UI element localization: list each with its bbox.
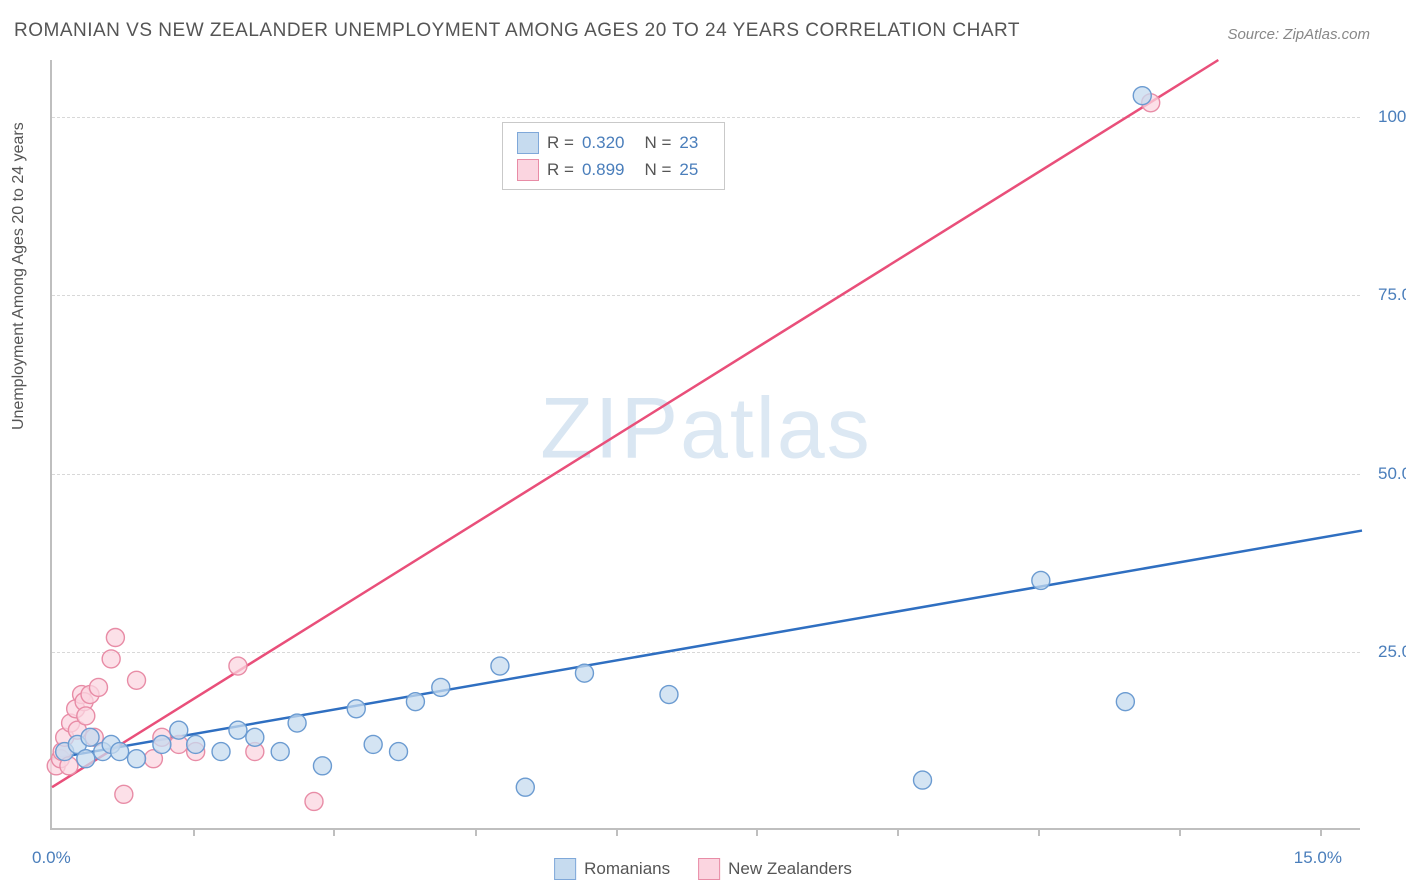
point-romanians: [1032, 571, 1050, 589]
y-tick-label: 75.0%: [1378, 285, 1406, 305]
point-romanians: [187, 735, 205, 753]
series2-trendline: [52, 60, 1218, 787]
x-axis-max-label: 15.0%: [1294, 848, 1342, 868]
point-romanians: [111, 743, 129, 761]
point-newzealanders: [89, 678, 107, 696]
point-newzealanders: [102, 650, 120, 668]
point-romanians: [347, 700, 365, 718]
x-tick: [193, 828, 195, 836]
point-newzealanders: [128, 671, 146, 689]
swatch-blue-icon: [554, 858, 576, 880]
point-romanians: [1133, 87, 1151, 105]
point-romanians: [432, 678, 450, 696]
x-tick: [475, 828, 477, 836]
x-tick: [1038, 828, 1040, 836]
legend-item-newzealanders: New Zealanders: [698, 858, 852, 880]
x-tick: [756, 828, 758, 836]
point-romanians: [390, 743, 408, 761]
series1-trendline: [52, 531, 1362, 759]
point-romanians: [271, 743, 289, 761]
point-newzealanders: [115, 785, 133, 803]
point-romanians: [575, 664, 593, 682]
legend-item-romanians: Romanians: [554, 858, 670, 880]
point-newzealanders: [77, 707, 95, 725]
swatch-pink-icon: [698, 858, 720, 880]
point-romanians: [660, 686, 678, 704]
legend-label: New Zealanders: [728, 859, 852, 879]
point-romanians: [77, 750, 95, 768]
x-tick: [1179, 828, 1181, 836]
point-romanians: [491, 657, 509, 675]
point-romanians: [81, 728, 99, 746]
point-newzealanders: [305, 792, 323, 810]
point-romanians: [229, 721, 247, 739]
point-romanians: [170, 721, 188, 739]
point-romanians: [914, 771, 932, 789]
point-newzealanders: [229, 657, 247, 675]
y-axis-label: Unemployment Among Ages 20 to 24 years: [10, 122, 28, 430]
point-romanians: [406, 693, 424, 711]
legend-label: Romanians: [584, 859, 670, 879]
legend-series: Romanians New Zealanders: [554, 858, 852, 880]
plot-area: ZIPatlas R = 0.320 N = 23 R = 0.899 N = …: [50, 60, 1360, 830]
point-newzealanders: [106, 629, 124, 647]
source-attribution: Source: ZipAtlas.com: [1227, 26, 1370, 43]
x-tick: [1320, 828, 1322, 836]
y-tick-label: 100.0%: [1378, 107, 1406, 127]
point-romanians: [128, 750, 146, 768]
point-romanians: [212, 743, 230, 761]
x-tick: [616, 828, 618, 836]
x-tick: [897, 828, 899, 836]
point-romanians: [313, 757, 331, 775]
chart-title: ROMANIAN VS NEW ZEALANDER UNEMPLOYMENT A…: [14, 20, 1020, 42]
point-romanians: [246, 728, 264, 746]
point-romanians: [516, 778, 534, 796]
y-tick-label: 50.0%: [1378, 464, 1406, 484]
point-romanians: [153, 735, 171, 753]
plot-svg: [52, 60, 1360, 828]
x-axis-min-label: 0.0%: [32, 848, 71, 868]
point-romanians: [288, 714, 306, 732]
y-tick-label: 25.0%: [1378, 642, 1406, 662]
point-romanians: [364, 735, 382, 753]
x-tick: [333, 828, 335, 836]
point-romanians: [1116, 693, 1134, 711]
